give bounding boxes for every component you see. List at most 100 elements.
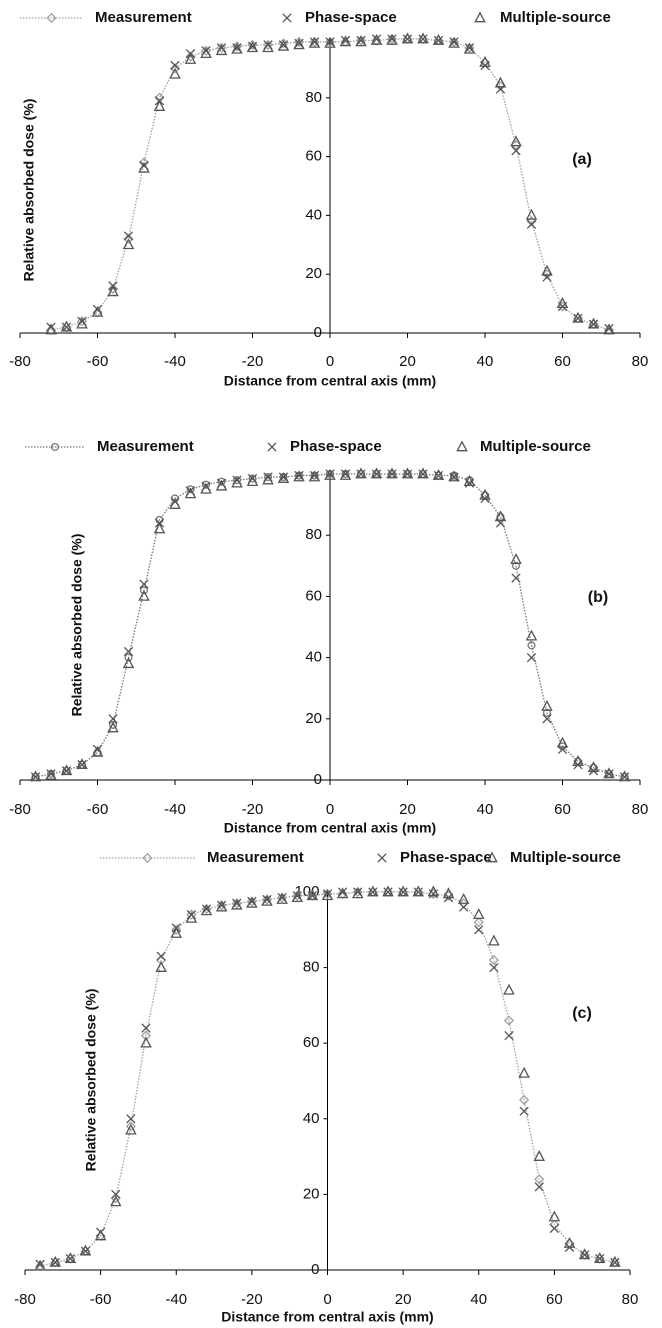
marker-triangle bbox=[572, 755, 584, 766]
marker-triangle bbox=[541, 699, 553, 711]
marker-circle bbox=[217, 477, 226, 486]
marker-triangle bbox=[609, 1255, 621, 1267]
marker-diamond bbox=[324, 36, 336, 48]
marker-x bbox=[549, 1223, 560, 1234]
marker-triangle bbox=[370, 33, 383, 45]
marker-x bbox=[267, 442, 277, 452]
y-tick-label: 40 bbox=[305, 206, 322, 223]
marker-x bbox=[139, 579, 149, 589]
x-tick-label: 60 bbox=[554, 353, 571, 370]
x-tick-label: 20 bbox=[399, 801, 416, 818]
marker-triangle bbox=[587, 761, 600, 773]
legend-item: Measurement bbox=[100, 849, 304, 866]
marker-diamond bbox=[200, 45, 212, 56]
marker-x bbox=[383, 887, 393, 897]
marker-triangle bbox=[486, 851, 498, 863]
legend-label: Phase-space bbox=[305, 9, 397, 26]
x-axis-title: Distance from central axis (mm) bbox=[221, 1309, 433, 1325]
marker-diamond bbox=[185, 51, 196, 62]
marker-triangle bbox=[215, 900, 228, 912]
marker-triangle bbox=[153, 522, 166, 534]
x-axis-title: Distance from central axis (mm) bbox=[224, 373, 436, 389]
legend-item: Measurement bbox=[20, 9, 192, 26]
marker-x bbox=[542, 714, 552, 724]
y-tick-label: 0 bbox=[314, 771, 322, 788]
x-tick-label: -60 bbox=[90, 1291, 112, 1308]
marker-triangle bbox=[45, 768, 57, 780]
marker-x bbox=[377, 853, 387, 863]
marker-x bbox=[619, 772, 630, 782]
marker-x bbox=[170, 60, 180, 71]
marker-triangle bbox=[60, 320, 73, 332]
marker-x bbox=[368, 887, 378, 897]
y-tick-label: 0 bbox=[311, 1261, 319, 1278]
x-tick-label: -40 bbox=[164, 353, 186, 370]
marker-triangle bbox=[541, 264, 553, 276]
marker-triangle bbox=[533, 1150, 546, 1161]
marker-diamond bbox=[473, 917, 484, 928]
x-tick-label: 80 bbox=[622, 1291, 639, 1308]
x-tick-label: -80 bbox=[9, 801, 31, 818]
marker-triangle bbox=[386, 33, 398, 45]
marker-triangle bbox=[503, 983, 515, 995]
marker-triangle bbox=[578, 1248, 591, 1260]
marker-triangle bbox=[246, 896, 258, 908]
marker-triangle bbox=[246, 41, 259, 53]
marker-diamond bbox=[292, 890, 303, 901]
marker-diamond bbox=[495, 80, 506, 92]
marker-diamond bbox=[262, 39, 274, 50]
marker-triangle bbox=[556, 736, 569, 748]
marker-diamond bbox=[171, 924, 182, 935]
marker-x bbox=[595, 1254, 605, 1264]
marker-x bbox=[474, 925, 484, 935]
marker-triangle bbox=[593, 1252, 606, 1264]
y-axis-title: Relative absorbed dose (%) bbox=[83, 989, 99, 1172]
marker-triangle bbox=[153, 100, 166, 111]
y-tick-label: 60 bbox=[305, 148, 322, 165]
marker-triangle bbox=[479, 488, 491, 500]
marker-diamond bbox=[534, 1174, 545, 1185]
marker-x bbox=[458, 902, 469, 912]
y-tick-label: 80 bbox=[305, 526, 322, 543]
marker-x bbox=[126, 1114, 136, 1124]
marker-diamond bbox=[488, 954, 499, 966]
marker-diamond bbox=[142, 852, 153, 864]
marker-diamond bbox=[541, 269, 553, 280]
marker-diamond bbox=[169, 63, 181, 74]
marker-x bbox=[413, 887, 423, 897]
marker-x bbox=[526, 652, 537, 663]
x-axis-title: Distance from central axis (mm) bbox=[224, 820, 436, 836]
marker-diamond bbox=[443, 890, 454, 901]
marker-triangle bbox=[448, 36, 460, 48]
marker-triangle bbox=[276, 892, 288, 904]
marker-x bbox=[356, 469, 366, 479]
marker-diamond bbox=[448, 36, 460, 48]
marker-triangle bbox=[49, 1255, 62, 1267]
marker-triangle bbox=[306, 889, 319, 901]
marker-x bbox=[489, 962, 499, 973]
marker-triangle bbox=[525, 629, 538, 641]
marker-x bbox=[141, 1023, 151, 1033]
marker-x bbox=[30, 772, 41, 782]
x-tick-label: 80 bbox=[632, 353, 649, 370]
marker-diamond bbox=[557, 301, 568, 312]
marker-triangle bbox=[60, 764, 73, 776]
marker-x bbox=[579, 1250, 590, 1260]
x-tick-label: -60 bbox=[87, 801, 109, 818]
x-tick-label: 40 bbox=[477, 801, 494, 818]
y-tick-label: 80 bbox=[303, 959, 320, 976]
marker-x bbox=[371, 469, 382, 479]
marker-x bbox=[604, 769, 614, 779]
marker-triangle bbox=[76, 317, 88, 329]
x-tick-label: -80 bbox=[14, 1291, 36, 1308]
marker-x bbox=[61, 766, 72, 776]
marker-triangle bbox=[64, 1252, 77, 1264]
marker-triangle bbox=[230, 898, 243, 910]
x-tick-label: 60 bbox=[554, 801, 571, 818]
marker-x bbox=[387, 469, 397, 479]
marker-triangle bbox=[184, 487, 197, 499]
marker-triangle bbox=[355, 467, 367, 479]
marker-triangle bbox=[293, 470, 305, 482]
legend-label: Measurement bbox=[97, 438, 194, 455]
marker-diamond bbox=[526, 216, 537, 227]
